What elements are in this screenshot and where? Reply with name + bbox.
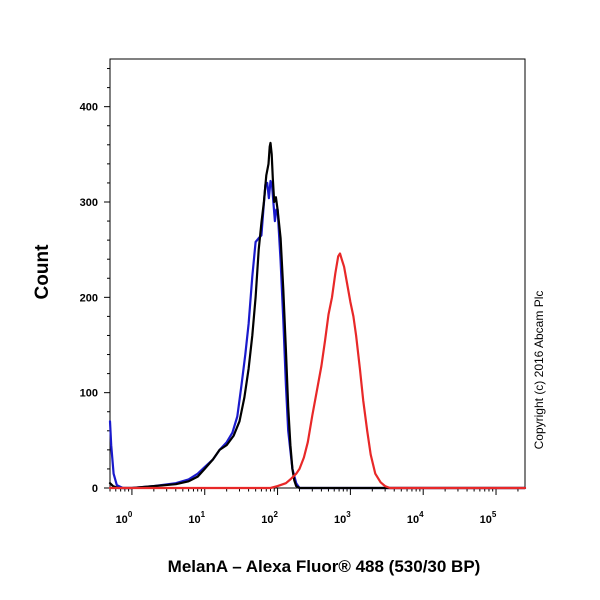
x-tick-label: 103	[334, 510, 351, 526]
y-tick-label: 300	[80, 197, 98, 209]
x-tick-exponent: 4	[419, 510, 424, 519]
copyright-note: Copyright (c) 2016 Abcam Plc	[532, 291, 546, 450]
x-tick-base: 10	[188, 514, 200, 526]
x-tick-exponent: 3	[346, 510, 351, 519]
x-tick-label: 105	[480, 510, 497, 526]
x-tick-exponent: 2	[273, 510, 278, 519]
series-line-1	[108, 179, 527, 490]
x-tick-exponent: 5	[492, 510, 497, 519]
x-tick-base: 10	[116, 514, 128, 526]
y-tick-label: 0	[92, 483, 98, 495]
x-tick-exponent: 1	[201, 510, 206, 519]
x-tick-label: 104	[407, 510, 424, 526]
x-tick-base: 10	[334, 514, 346, 526]
y-axis-label: Count	[32, 244, 53, 300]
x-tick-label: 100	[116, 510, 133, 526]
x-tick-base: 10	[480, 514, 492, 526]
x-axis-ticks: 100 101 102 103 104 105	[109, 488, 519, 526]
y-axis-ticks: 0 100 200 300 400	[80, 68, 110, 495]
y-tick-label: 100	[80, 388, 98, 400]
x-tick-base: 10	[407, 514, 419, 526]
x-tick-exponent: 0	[128, 510, 133, 519]
series-line-3	[108, 252, 527, 490]
y-tick-label: 200	[80, 292, 98, 304]
x-tick-label: 102	[261, 510, 278, 526]
x-axis-label: MelanA – Alexa Fluor® 488 (530/30 BP)	[168, 557, 481, 576]
series-layer	[108, 141, 527, 490]
series-line-2	[108, 141, 527, 490]
y-tick-label: 400	[80, 102, 98, 114]
plot-frame	[109, 58, 526, 489]
x-tick-base: 10	[261, 514, 273, 526]
x-tick-label: 101	[188, 510, 205, 526]
